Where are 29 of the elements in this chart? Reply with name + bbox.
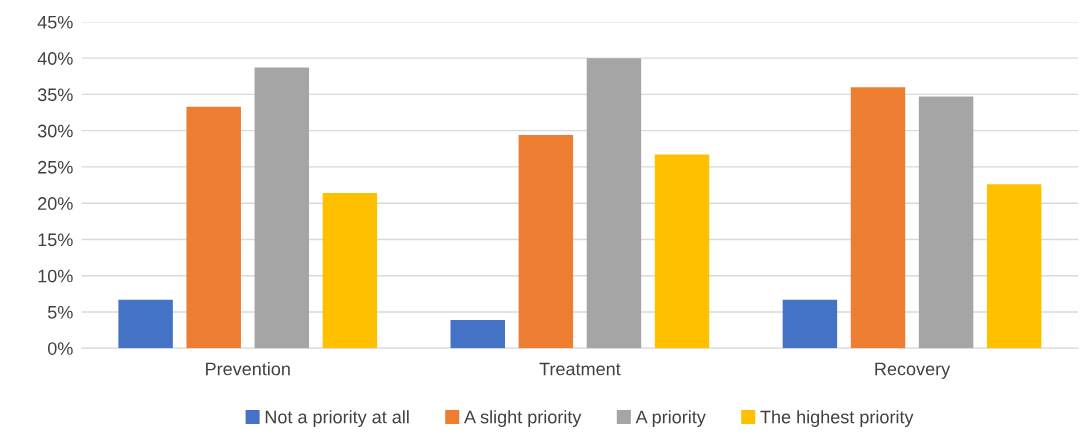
bar	[986, 184, 1042, 349]
y-tick-label: 15%	[38, 233, 73, 247]
bar	[450, 319, 505, 349]
x-tick-label: Recovery	[875, 362, 951, 379]
bar	[254, 67, 310, 349]
y-tick-label: 20%	[38, 197, 73, 210]
bar	[782, 299, 838, 349]
bar	[518, 135, 574, 349]
legend-label: A slight priority	[464, 410, 582, 427]
bar	[322, 193, 378, 349]
x-tick-label: Prevention	[206, 362, 290, 376]
y-tick-label: 10%	[38, 269, 73, 283]
legend-label: Not a priority at all	[265, 410, 409, 427]
legend-label: The highest priority	[760, 410, 914, 427]
y-tick-label: 5%	[47, 305, 73, 319]
legend-label: A priority	[635, 410, 706, 427]
bar	[586, 58, 642, 349]
x-tick-label: Treatment	[539, 362, 621, 376]
y-tick-label: 25%	[38, 160, 73, 174]
bar	[186, 106, 241, 349]
y-tick-label: 30%	[37, 124, 73, 138]
y-tick-label: 45%	[37, 15, 73, 29]
y-tick-label: 40%	[37, 52, 73, 65]
bar	[654, 154, 710, 349]
bar	[118, 299, 173, 349]
bar	[918, 96, 974, 349]
y-tick-label: 0%	[47, 342, 73, 355]
bar	[850, 87, 906, 349]
y-tick-label: 35%	[37, 88, 73, 102]
